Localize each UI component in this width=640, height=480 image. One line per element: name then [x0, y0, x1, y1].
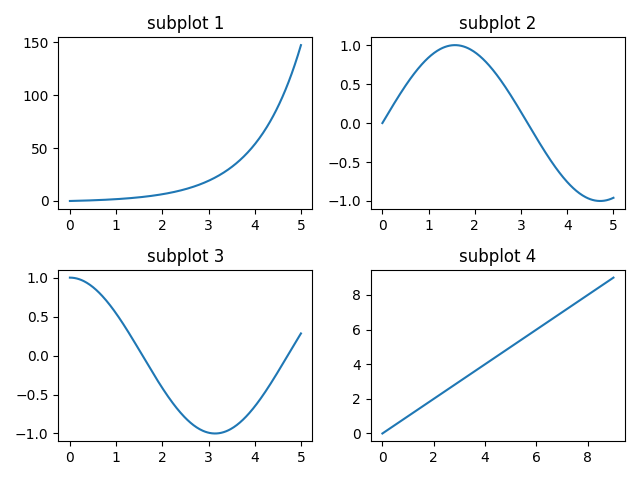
- Title: subplot 1: subplot 1: [147, 15, 224, 33]
- Title: subplot 4: subplot 4: [460, 248, 536, 265]
- Title: subplot 3: subplot 3: [147, 248, 224, 265]
- Title: subplot 2: subplot 2: [460, 15, 536, 33]
